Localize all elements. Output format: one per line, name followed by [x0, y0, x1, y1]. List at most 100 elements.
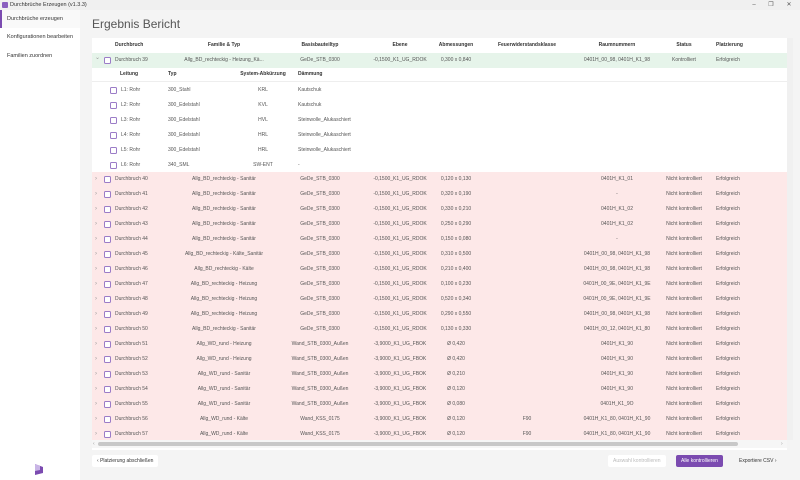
cell-durchbruch: Durchbruch 57: [115, 431, 148, 437]
scroll-right-icon[interactable]: ›: [781, 441, 783, 447]
row-checkbox[interactable]: [104, 311, 111, 318]
cell-basisbauteiltyp: Wand_KSS_0175: [300, 416, 340, 422]
cell-ebene: -0,1500_K1_UG_RDOK: [373, 236, 427, 242]
row-checkbox[interactable]: [104, 326, 111, 333]
row-checkbox[interactable]: [104, 191, 111, 198]
table-row[interactable]: › Durchbruch 43 Allg_BD_rechteckig - Sanit…: [92, 217, 787, 232]
chevron-right-icon[interactable]: ›: [95, 266, 97, 272]
table-row[interactable]: › Durchbruch 42 Allg_BD_rechteckig - Sanit…: [92, 202, 787, 217]
chevron-right-icon[interactable]: ›: [95, 206, 97, 212]
cell-basisbauteiltyp: Wand_STB_0300_Außen: [291, 356, 349, 362]
row-checkbox[interactable]: [104, 251, 111, 258]
sub-row-checkbox[interactable]: [110, 132, 117, 139]
row-checkbox[interactable]: [104, 341, 111, 348]
row-checkbox[interactable]: [104, 221, 111, 228]
sub-table-row[interactable]: L4: Rohr 300_Edelstahl HRL Steinwolle_Aluka…: [92, 128, 787, 143]
table-row[interactable]: › Durchbruch 48 Allg_BD_rechteckig - Heizu…: [92, 292, 787, 307]
sub-row-checkbox[interactable]: [110, 162, 117, 169]
scrollbar-thumb[interactable]: [98, 442, 738, 446]
chevron-right-icon[interactable]: ›: [95, 416, 97, 422]
sub-row-checkbox[interactable]: [110, 147, 117, 154]
chevron-right-icon[interactable]: ›: [95, 326, 97, 332]
table-row[interactable]: › Durchbruch 51 Allg_WD_rund - Heizung Wand…: [92, 337, 787, 352]
table-row[interactable]: › Durchbruch 45 Allg_BD_rechteckig - Kälte…: [92, 247, 787, 262]
row-checkbox[interactable]: [104, 57, 111, 64]
platzierung-abschliessen-button[interactable]: ‹ Platzierung abschließen: [92, 455, 159, 467]
alle-kontrollieren-button[interactable]: Alle kontrollieren: [676, 455, 723, 467]
sidebar-item-konfigurationen[interactable]: Konfigurationen bearbeiten: [7, 34, 74, 40]
sub-table-row[interactable]: L1: Rohr 300_Stahl KRL Kautschuk: [92, 83, 787, 98]
chevron-down-icon[interactable]: ⌄: [95, 55, 101, 61]
table-row[interactable]: › Durchbruch 41 Allg_BD_rechteckig - Sanit…: [92, 187, 787, 202]
exportiere-csv-button[interactable]: Exportiere CSV ›: [734, 455, 782, 467]
table-row[interactable]: › Durchbruch 53 Allg_WD_rund - Sanitär Wand…: [92, 367, 787, 382]
chevron-right-icon[interactable]: ›: [95, 296, 97, 302]
table-row[interactable]: › Durchbruch 44 Allg_BD_rechteckig - Sanit…: [92, 232, 787, 247]
chevron-right-icon[interactable]: ›: [95, 236, 97, 242]
cell-abmessungen: 0,210 x 0,400: [440, 266, 472, 272]
row-checkbox[interactable]: [104, 281, 111, 288]
horizontal-scrollbar[interactable]: ‹ ›: [92, 440, 787, 448]
cell-familie-typ: Allg_WD_rund - Sanitär: [197, 371, 251, 377]
chevron-right-icon[interactable]: ›: [95, 341, 97, 347]
cell-status: Nicht kontrolliert: [666, 281, 702, 287]
chevron-right-icon[interactable]: ›: [95, 311, 97, 317]
sidebar-item-familien[interactable]: Familien zuordnen: [7, 53, 53, 59]
scroll-left-icon[interactable]: ‹: [93, 441, 95, 447]
chevron-right-icon[interactable]: ›: [95, 221, 97, 227]
chevron-right-icon[interactable]: ›: [95, 371, 97, 377]
row-checkbox[interactable]: [104, 356, 111, 363]
table-row[interactable]: › Durchbruch 57 Allg_WD_rund - Kälte Wand_K…: [92, 427, 787, 442]
chevron-right-icon[interactable]: ›: [95, 191, 97, 197]
close-button[interactable]: ✕: [786, 2, 792, 8]
sub-row-checkbox[interactable]: [110, 117, 117, 124]
button-label: Platzierung abschließen: [100, 458, 154, 464]
table-row-expanded[interactable]: ⌄ Durchbruch 39 Allg_BD_rechteckig - Heizu…: [92, 53, 787, 68]
cell-abmessungen: Ø 0,120: [447, 416, 465, 422]
row-checkbox[interactable]: [104, 401, 111, 408]
table-row[interactable]: › Durchbruch 54 Allg_WD_rund - Sanitär Wand…: [92, 382, 787, 397]
restore-button[interactable]: ❐: [768, 2, 774, 8]
chevron-right-icon[interactable]: ›: [95, 356, 97, 362]
cell-familie-typ: Allg_BD_rechteckig - Sanitär: [192, 191, 256, 197]
sub-table-row[interactable]: L6: Rohr 340_SML SW-ENT -: [92, 158, 787, 173]
sub-table-row[interactable]: L5: Rohr 300_Edelstahl HRL Steinwolle_Aluka…: [92, 143, 787, 158]
sub-row-checkbox[interactable]: [110, 102, 117, 109]
row-checkbox[interactable]: [104, 416, 111, 423]
auswahl-kontrollieren-button[interactable]: Auswahl kontrollieren: [608, 455, 666, 467]
table-row[interactable]: › Durchbruch 49 Allg_BD_rechteckig - Heizu…: [92, 307, 787, 322]
chevron-right-icon[interactable]: ›: [95, 281, 97, 287]
table-row[interactable]: › Durchbruch 52 Allg_WD_rund - Heizung Wand…: [92, 352, 787, 367]
sub-table-row[interactable]: L2: Rohr 300_Edelstahl KVL Kautschuk: [92, 98, 787, 113]
row-checkbox[interactable]: [104, 176, 111, 183]
chevron-right-icon[interactable]: ›: [95, 251, 97, 257]
cell-ebene: -3,9000_K1_UG_FBOK: [373, 401, 427, 407]
row-checkbox[interactable]: [104, 236, 111, 243]
sidebar-item-durchbrueche-erzeugen[interactable]: Durchbrüche erzeugen: [0, 10, 80, 28]
sub-row-checkbox[interactable]: [110, 87, 117, 94]
row-checkbox[interactable]: [104, 371, 111, 378]
chevron-right-icon[interactable]: ›: [95, 401, 97, 407]
table-row[interactable]: › Durchbruch 40 Allg_BD_rechteckig - Sanit…: [92, 172, 787, 187]
table-row[interactable]: › Durchbruch 56 Allg_WD_rund - Kälte Wand_K…: [92, 412, 787, 427]
row-checkbox[interactable]: [104, 206, 111, 213]
row-checkbox[interactable]: [104, 431, 111, 438]
chevron-right-icon[interactable]: ›: [95, 431, 97, 437]
cell-raumnummern: 0401H_K1_90: [601, 371, 633, 377]
cell-raumnummern: -: [616, 191, 618, 197]
table-row[interactable]: › Durchbruch 47 Allg_BD_rechteckig - Heizu…: [92, 277, 787, 292]
cell-ebene: -3,9000_K1_UG_FBOK: [373, 341, 427, 347]
row-checkbox[interactable]: [104, 266, 111, 273]
row-checkbox[interactable]: [104, 386, 111, 393]
cell-basisbauteiltyp: Wand_STB_0300_Außen: [291, 371, 349, 377]
cell-raumnummern: 0401H_00_98, 0401H_K1_98: [583, 251, 651, 257]
table-row[interactable]: › Durchbruch 46 Allg_BD_rechteckig - Kälte…: [92, 262, 787, 277]
table-row[interactable]: › Durchbruch 50 Allg_BD_rechteckig - Sanit…: [92, 322, 787, 337]
vertical-scrollbar[interactable]: [787, 38, 793, 440]
table-row[interactable]: › Durchbruch 55 Allg_WD_rund - Sanitär Wand…: [92, 397, 787, 412]
minimize-button[interactable]: –: [752, 2, 756, 8]
sub-table-row[interactable]: L3: Rohr 300_Edelstahl HVL Steinwolle_Aluka…: [92, 113, 787, 128]
row-checkbox[interactable]: [104, 296, 111, 303]
chevron-right-icon[interactable]: ›: [95, 176, 97, 182]
chevron-right-icon[interactable]: ›: [95, 386, 97, 392]
